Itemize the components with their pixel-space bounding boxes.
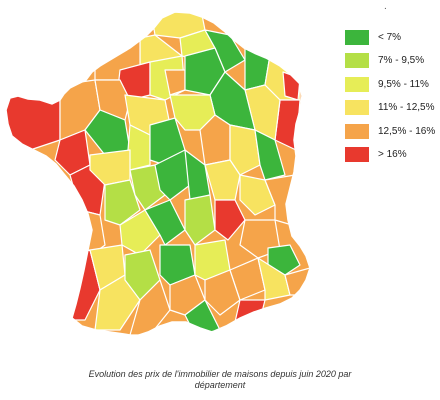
department-region xyxy=(119,209,161,256)
department-region xyxy=(229,124,261,176)
map-legend: < 7% 7% - 9,5% 9,5% - 11% 11% - 12,5% 12,5% … xyxy=(345,28,440,168)
legend-swatch xyxy=(345,30,369,45)
legend-item: 12,5% - 16% xyxy=(345,122,440,145)
department-region xyxy=(204,269,241,316)
legend-label: 9,5% - 11% xyxy=(378,78,429,90)
legend-label: 12,5% - 16% xyxy=(378,125,436,137)
caption-line-2: département xyxy=(194,380,246,390)
department-region xyxy=(144,199,186,246)
department-region xyxy=(214,199,246,241)
department-region xyxy=(129,164,166,211)
department-region xyxy=(94,274,141,331)
legend-swatch xyxy=(345,53,369,69)
legend-swatch xyxy=(345,146,369,162)
legend-item: 7% - 9,5% xyxy=(345,51,440,74)
legend-label: < 7% xyxy=(378,32,402,43)
department-region xyxy=(257,257,291,301)
legend-swatch xyxy=(345,76,369,92)
france-outline xyxy=(5,11,311,337)
caption-line-1: Evolution des prix de l'immobilier de ma… xyxy=(88,369,352,379)
legend-item: < 7% xyxy=(345,28,440,51)
department-region xyxy=(204,159,241,201)
legend-rows: < 7% 7% - 9,5% 9,5% - 11% 11% - 12,5% 12,5% … xyxy=(345,28,440,168)
legend-marker: . xyxy=(384,1,387,12)
department-region xyxy=(204,29,246,73)
legend-label: 11% - 12,5% xyxy=(378,102,435,114)
legend-item: > 16% xyxy=(345,145,440,168)
legend-swatch xyxy=(345,123,369,139)
department-region xyxy=(267,244,301,276)
legend-label: 7% - 9,5% xyxy=(378,55,425,67)
department-region xyxy=(239,174,276,216)
map-caption: Evolution des prix de l'immobilier de ma… xyxy=(0,369,440,391)
department-region xyxy=(104,179,141,226)
department-region xyxy=(129,279,171,336)
legend-item: 11% - 12,5% xyxy=(345,98,440,121)
legend-label: > 16% xyxy=(378,148,407,160)
department-region xyxy=(184,194,216,246)
legend-item: 9,5% - 11% xyxy=(345,75,440,98)
department-region xyxy=(254,129,286,181)
department-region xyxy=(154,149,191,201)
legend-swatch xyxy=(345,100,369,116)
